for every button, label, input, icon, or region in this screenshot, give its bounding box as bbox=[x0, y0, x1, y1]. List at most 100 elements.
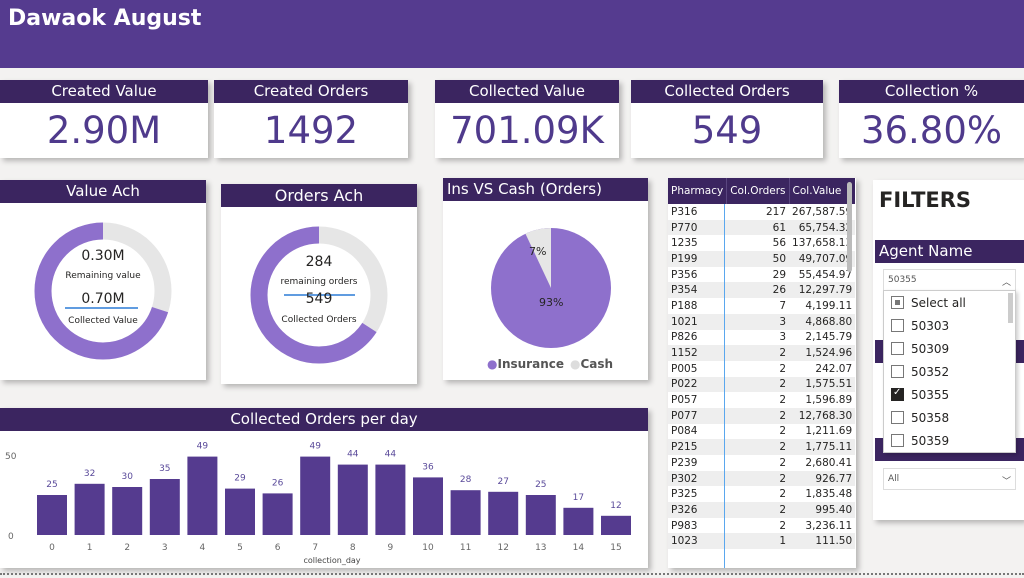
orders-cell: 2 bbox=[726, 502, 790, 518]
data-label: 12 bbox=[610, 501, 621, 511]
data-label: 35 bbox=[159, 464, 170, 474]
pharmacy-table: Pharmacy Col.Orders Col.Value P316 217 267… bbox=[668, 178, 856, 568]
x-tick: 4 bbox=[200, 543, 206, 553]
data-label: 44 bbox=[347, 450, 359, 460]
x-tick: 0 bbox=[49, 543, 55, 553]
checkbox[interactable] bbox=[891, 319, 904, 332]
orders-cell: 2 bbox=[726, 439, 790, 455]
kpi-card: Collected Value 701.09K bbox=[435, 80, 619, 158]
ins-cash-pie bbox=[491, 228, 611, 348]
orders-cell: 29 bbox=[772, 268, 787, 281]
col-header-pharmacy[interactable]: Pharmacy bbox=[668, 178, 727, 204]
agent-option[interactable]: 50352 bbox=[884, 360, 1015, 383]
checkbox[interactable] bbox=[891, 342, 904, 355]
table-row[interactable]: P356 29 55,454.97 bbox=[668, 267, 855, 283]
table-row[interactable]: P983 2 3,236.11 bbox=[668, 518, 855, 534]
agent-dropdown[interactable]: 50355 ︿ bbox=[883, 269, 1016, 291]
agent-option[interactable]: 50355 bbox=[884, 383, 1015, 406]
bar bbox=[37, 495, 67, 535]
agent-option[interactable]: 50359 bbox=[884, 429, 1015, 452]
type-dropdown[interactable]: All ﹀ bbox=[883, 468, 1016, 490]
pie-slice-cash bbox=[525, 228, 551, 288]
value-cell: 65,754.32 bbox=[789, 219, 856, 236]
data-label: 26 bbox=[272, 478, 284, 488]
value-cell: 1,596.89 bbox=[805, 394, 853, 407]
data-label: 49 bbox=[309, 442, 321, 452]
kpi-value: 549 bbox=[691, 109, 763, 152]
bar bbox=[563, 507, 594, 535]
kpi-value: 36.80% bbox=[860, 109, 1003, 152]
x-tick: 1 bbox=[87, 543, 93, 553]
data-label: 49 bbox=[197, 442, 209, 452]
orders-cell: 26 bbox=[726, 282, 790, 299]
table-row[interactable]: 1023 1 111.50 bbox=[668, 533, 856, 550]
scrollbar[interactable] bbox=[847, 182, 852, 272]
value-cell: 926.77 bbox=[789, 470, 856, 487]
table-row[interactable]: P215 2 1,775.11 bbox=[668, 439, 856, 455]
col-header-value[interactable]: Col.Value bbox=[788, 178, 856, 204]
checkbox[interactable] bbox=[891, 434, 904, 447]
table-row[interactable]: P826 3 2,145.79 bbox=[668, 330, 855, 346]
table-row[interactable]: P084 2 1,211.69 bbox=[668, 424, 855, 440]
pharmacy-cell: P215 bbox=[668, 439, 727, 455]
bar bbox=[262, 493, 293, 535]
x-tick: 15 bbox=[610, 543, 621, 553]
table-row[interactable]: P057 2 1,596.89 bbox=[668, 392, 855, 408]
kpi-label: Created Orders bbox=[214, 80, 408, 103]
checkbox[interactable] bbox=[891, 387, 904, 401]
agent-option[interactable]: 50303 bbox=[884, 314, 1015, 337]
y-tick: 50 bbox=[5, 452, 17, 462]
pharmacy-cell: 1152 bbox=[668, 345, 727, 361]
value-ach-card: Value Ach 0.30M Remaining value 0.70M Co… bbox=[0, 180, 206, 380]
table-row[interactable]: P770 61 65,754.32 bbox=[668, 219, 856, 236]
table-row[interactable]: P302 2 926.77 bbox=[668, 470, 856, 487]
checkbox[interactable] bbox=[891, 296, 904, 309]
table-row[interactable]: P077 2 12,768.30 bbox=[668, 407, 856, 424]
orders-cell: 61 bbox=[726, 219, 790, 236]
value-cell: 1,775.11 bbox=[789, 439, 856, 455]
filters-title: FILTERS bbox=[879, 188, 972, 212]
value-donut bbox=[34, 222, 172, 360]
pharmacy-cell: P084 bbox=[671, 425, 698, 438]
pharmacy-cell: P983 bbox=[671, 519, 698, 532]
table-row[interactable]: P239 2 2,680.41 bbox=[668, 455, 855, 471]
data-label: 25 bbox=[535, 480, 546, 490]
x-tick: 3 bbox=[162, 543, 168, 553]
col-header-orders[interactable]: Col.Orders bbox=[726, 178, 790, 204]
collected-arc bbox=[250, 226, 388, 364]
data-label: 30 bbox=[121, 472, 133, 482]
table-row[interactable]: P005 2 242.07 bbox=[668, 361, 855, 377]
agent-option[interactable]: 50309 bbox=[884, 337, 1015, 360]
table-row[interactable]: P022 2 1,575.51 bbox=[668, 376, 856, 393]
orders-cell: 3 bbox=[779, 331, 787, 344]
table-row[interactable]: 1152 2 1,524.96 bbox=[668, 345, 856, 361]
agent-option[interactable]: 50358 bbox=[884, 406, 1015, 429]
pharmacy-cell: P302 bbox=[668, 470, 727, 487]
bar bbox=[375, 464, 406, 535]
agent-dropdown-list: Select all503035030950352503555035850359 bbox=[883, 290, 1016, 453]
value-cell: 137,658.13 bbox=[792, 237, 853, 250]
pharmacy-cell: P826 bbox=[671, 331, 698, 344]
chevron-down-icon: ﹀ bbox=[1001, 477, 1011, 487]
table-row[interactable]: P326 2 995.40 bbox=[668, 502, 856, 518]
scrollbar[interactable] bbox=[1008, 293, 1013, 323]
orders-cell: 56 bbox=[772, 237, 787, 250]
card-title: Value Ach bbox=[0, 180, 206, 203]
orders-cell: 2 bbox=[779, 425, 787, 438]
page-title: Dawaok August bbox=[8, 6, 202, 31]
table-row[interactable]: P354 26 12,297.79 bbox=[668, 282, 856, 299]
kpi-value: 1492 bbox=[263, 109, 359, 152]
table-row[interactable]: P316 217 267,587.59 bbox=[668, 204, 855, 220]
checkbox[interactable] bbox=[891, 411, 904, 424]
x-tick: 2 bbox=[124, 543, 130, 553]
table-row[interactable]: P188 7 4,199.11 bbox=[668, 298, 855, 314]
table-row[interactable]: 1021 3 4,868.80 bbox=[668, 313, 856, 330]
checkbox[interactable] bbox=[891, 365, 904, 378]
pharmacy-cell: P326 bbox=[668, 502, 727, 518]
agent-option[interactable]: Select all bbox=[884, 291, 1015, 314]
table-row[interactable]: 1235 56 137,658.13 bbox=[668, 235, 855, 251]
value-cell: 3,236.11 bbox=[805, 519, 853, 532]
agent-name-label: Agent Name bbox=[875, 240, 1024, 263]
table-row[interactable]: P199 50 49,707.09 bbox=[668, 251, 856, 267]
table-row[interactable]: P325 2 1,835.48 bbox=[668, 486, 855, 502]
